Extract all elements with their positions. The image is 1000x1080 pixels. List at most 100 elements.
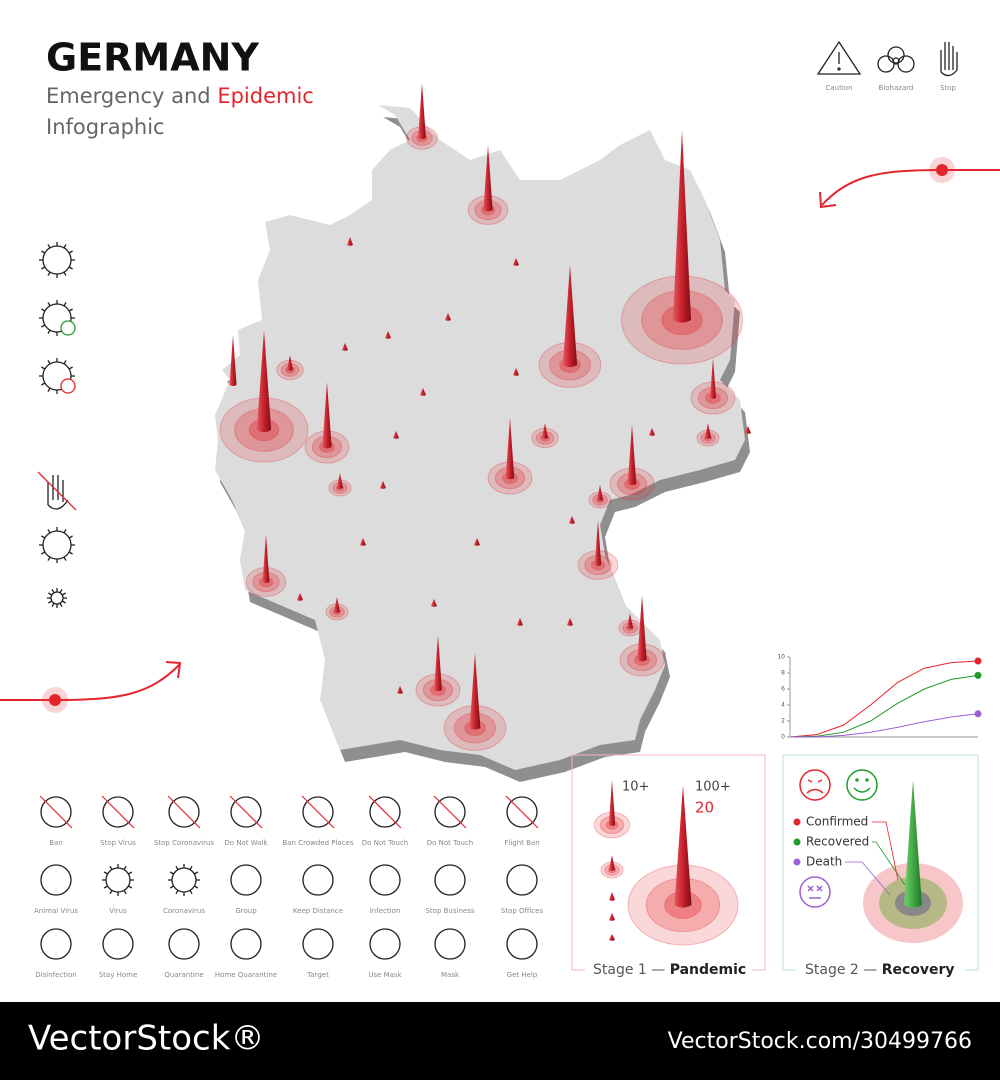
- spike: [710, 358, 716, 399]
- stage-title: Stage 2 —: [805, 962, 877, 978]
- spike: [745, 426, 751, 434]
- icon: [230, 928, 262, 960]
- icon: [302, 796, 334, 828]
- spike: [627, 613, 633, 629]
- spike: [705, 423, 711, 439]
- ban-line: [433, 795, 467, 829]
- spike: [297, 593, 303, 601]
- spike: [609, 913, 615, 921]
- y-tick-label: 0: [781, 734, 785, 741]
- virus-spike: [68, 535, 73, 539]
- footer-band: [0, 1002, 1000, 1080]
- virus-spike: [51, 589, 55, 594]
- icon: [506, 928, 538, 960]
- spike: [627, 424, 637, 486]
- virus-spike: [61, 592, 66, 596]
- y-tick-label: 8: [781, 670, 785, 677]
- stage-1-box: [571, 754, 766, 971]
- spike: [608, 780, 616, 826]
- virus-spike: [68, 266, 73, 270]
- spike: [337, 473, 343, 489]
- icon-label: Animal Virus: [34, 907, 78, 915]
- legend-dot: [793, 838, 801, 846]
- spike: [567, 618, 573, 626]
- virus-spike: [109, 890, 113, 895]
- virus-spike: [41, 266, 46, 270]
- legend: Confirmed Recovered Death: [793, 815, 906, 896]
- spike: [609, 934, 615, 941]
- spike: [609, 892, 615, 901]
- spike: [505, 418, 515, 480]
- icon: [434, 928, 466, 960]
- ban-line: [505, 795, 539, 829]
- mini-chart: 0 2 4 6 8 10: [777, 654, 982, 741]
- icon: [102, 796, 134, 828]
- spike: [380, 481, 386, 489]
- icon-label: Stop: [940, 84, 956, 92]
- virus-spike: [169, 871, 174, 875]
- icon: [369, 928, 401, 960]
- y-tick-label: 10: [777, 654, 785, 661]
- stage-2-title: Stage 2 — Recovery: [805, 962, 955, 978]
- virus-spike: [48, 600, 53, 604]
- icon: [506, 864, 538, 896]
- virus-spike: [63, 556, 67, 561]
- icon: [230, 864, 262, 896]
- spike: [262, 534, 270, 584]
- subtitle-part: Emergency and: [46, 84, 211, 108]
- spike: [360, 538, 366, 546]
- virus-spike: [47, 556, 51, 561]
- spike: [517, 618, 523, 626]
- icon-label: Stop Virus: [100, 839, 136, 847]
- icon-label: Stop Business: [425, 907, 474, 915]
- spike: [434, 635, 442, 692]
- spike: [562, 265, 578, 368]
- icon-label: Ban Crowded Places: [282, 839, 353, 847]
- top-icons: [816, 40, 958, 77]
- line: [790, 713, 979, 738]
- spike: [594, 520, 602, 566]
- virus-spike: [47, 244, 51, 249]
- icon-label: Group: [235, 907, 257, 915]
- icon: [168, 796, 200, 828]
- virus-spike: [169, 885, 174, 889]
- icon: [369, 796, 401, 828]
- icon: [168, 928, 200, 960]
- virus-spike: [47, 302, 51, 307]
- virus-spike: [41, 250, 46, 254]
- icon: [506, 796, 538, 828]
- icon: [40, 864, 72, 896]
- spike: [445, 313, 451, 321]
- subtitle: Infographic: [46, 115, 165, 139]
- icon-label: Home Quarantine: [215, 971, 277, 979]
- end-point: [974, 657, 982, 665]
- virus-spike: [41, 535, 46, 539]
- virus-spike: [47, 529, 51, 534]
- y-tick-label: 4: [781, 702, 785, 709]
- icon: [434, 864, 466, 896]
- subtitle-highlight: Epidemic: [217, 84, 314, 108]
- title: GERMANY: [46, 36, 259, 80]
- virus-spike: [41, 551, 46, 555]
- stage-title-bold: Recovery: [882, 962, 955, 978]
- virus-spike: [63, 302, 67, 307]
- spike: [397, 686, 403, 694]
- icon: [302, 928, 334, 960]
- icon: [369, 864, 401, 896]
- end-point: [974, 710, 982, 718]
- virus-spike: [123, 890, 127, 895]
- spike: [483, 145, 493, 212]
- legend-dot: [793, 818, 801, 826]
- icon: [302, 864, 334, 896]
- icon-label: Caution: [825, 84, 852, 92]
- spike: [385, 331, 391, 339]
- spike: [347, 237, 353, 246]
- virus-spike: [128, 871, 133, 875]
- spike: [597, 485, 603, 501]
- spike: [904, 780, 922, 908]
- virus-spike: [175, 865, 179, 870]
- spike: [256, 330, 272, 433]
- stage-1-title: Stage 1 — Pandemic: [593, 962, 746, 978]
- ban-line: [229, 795, 263, 829]
